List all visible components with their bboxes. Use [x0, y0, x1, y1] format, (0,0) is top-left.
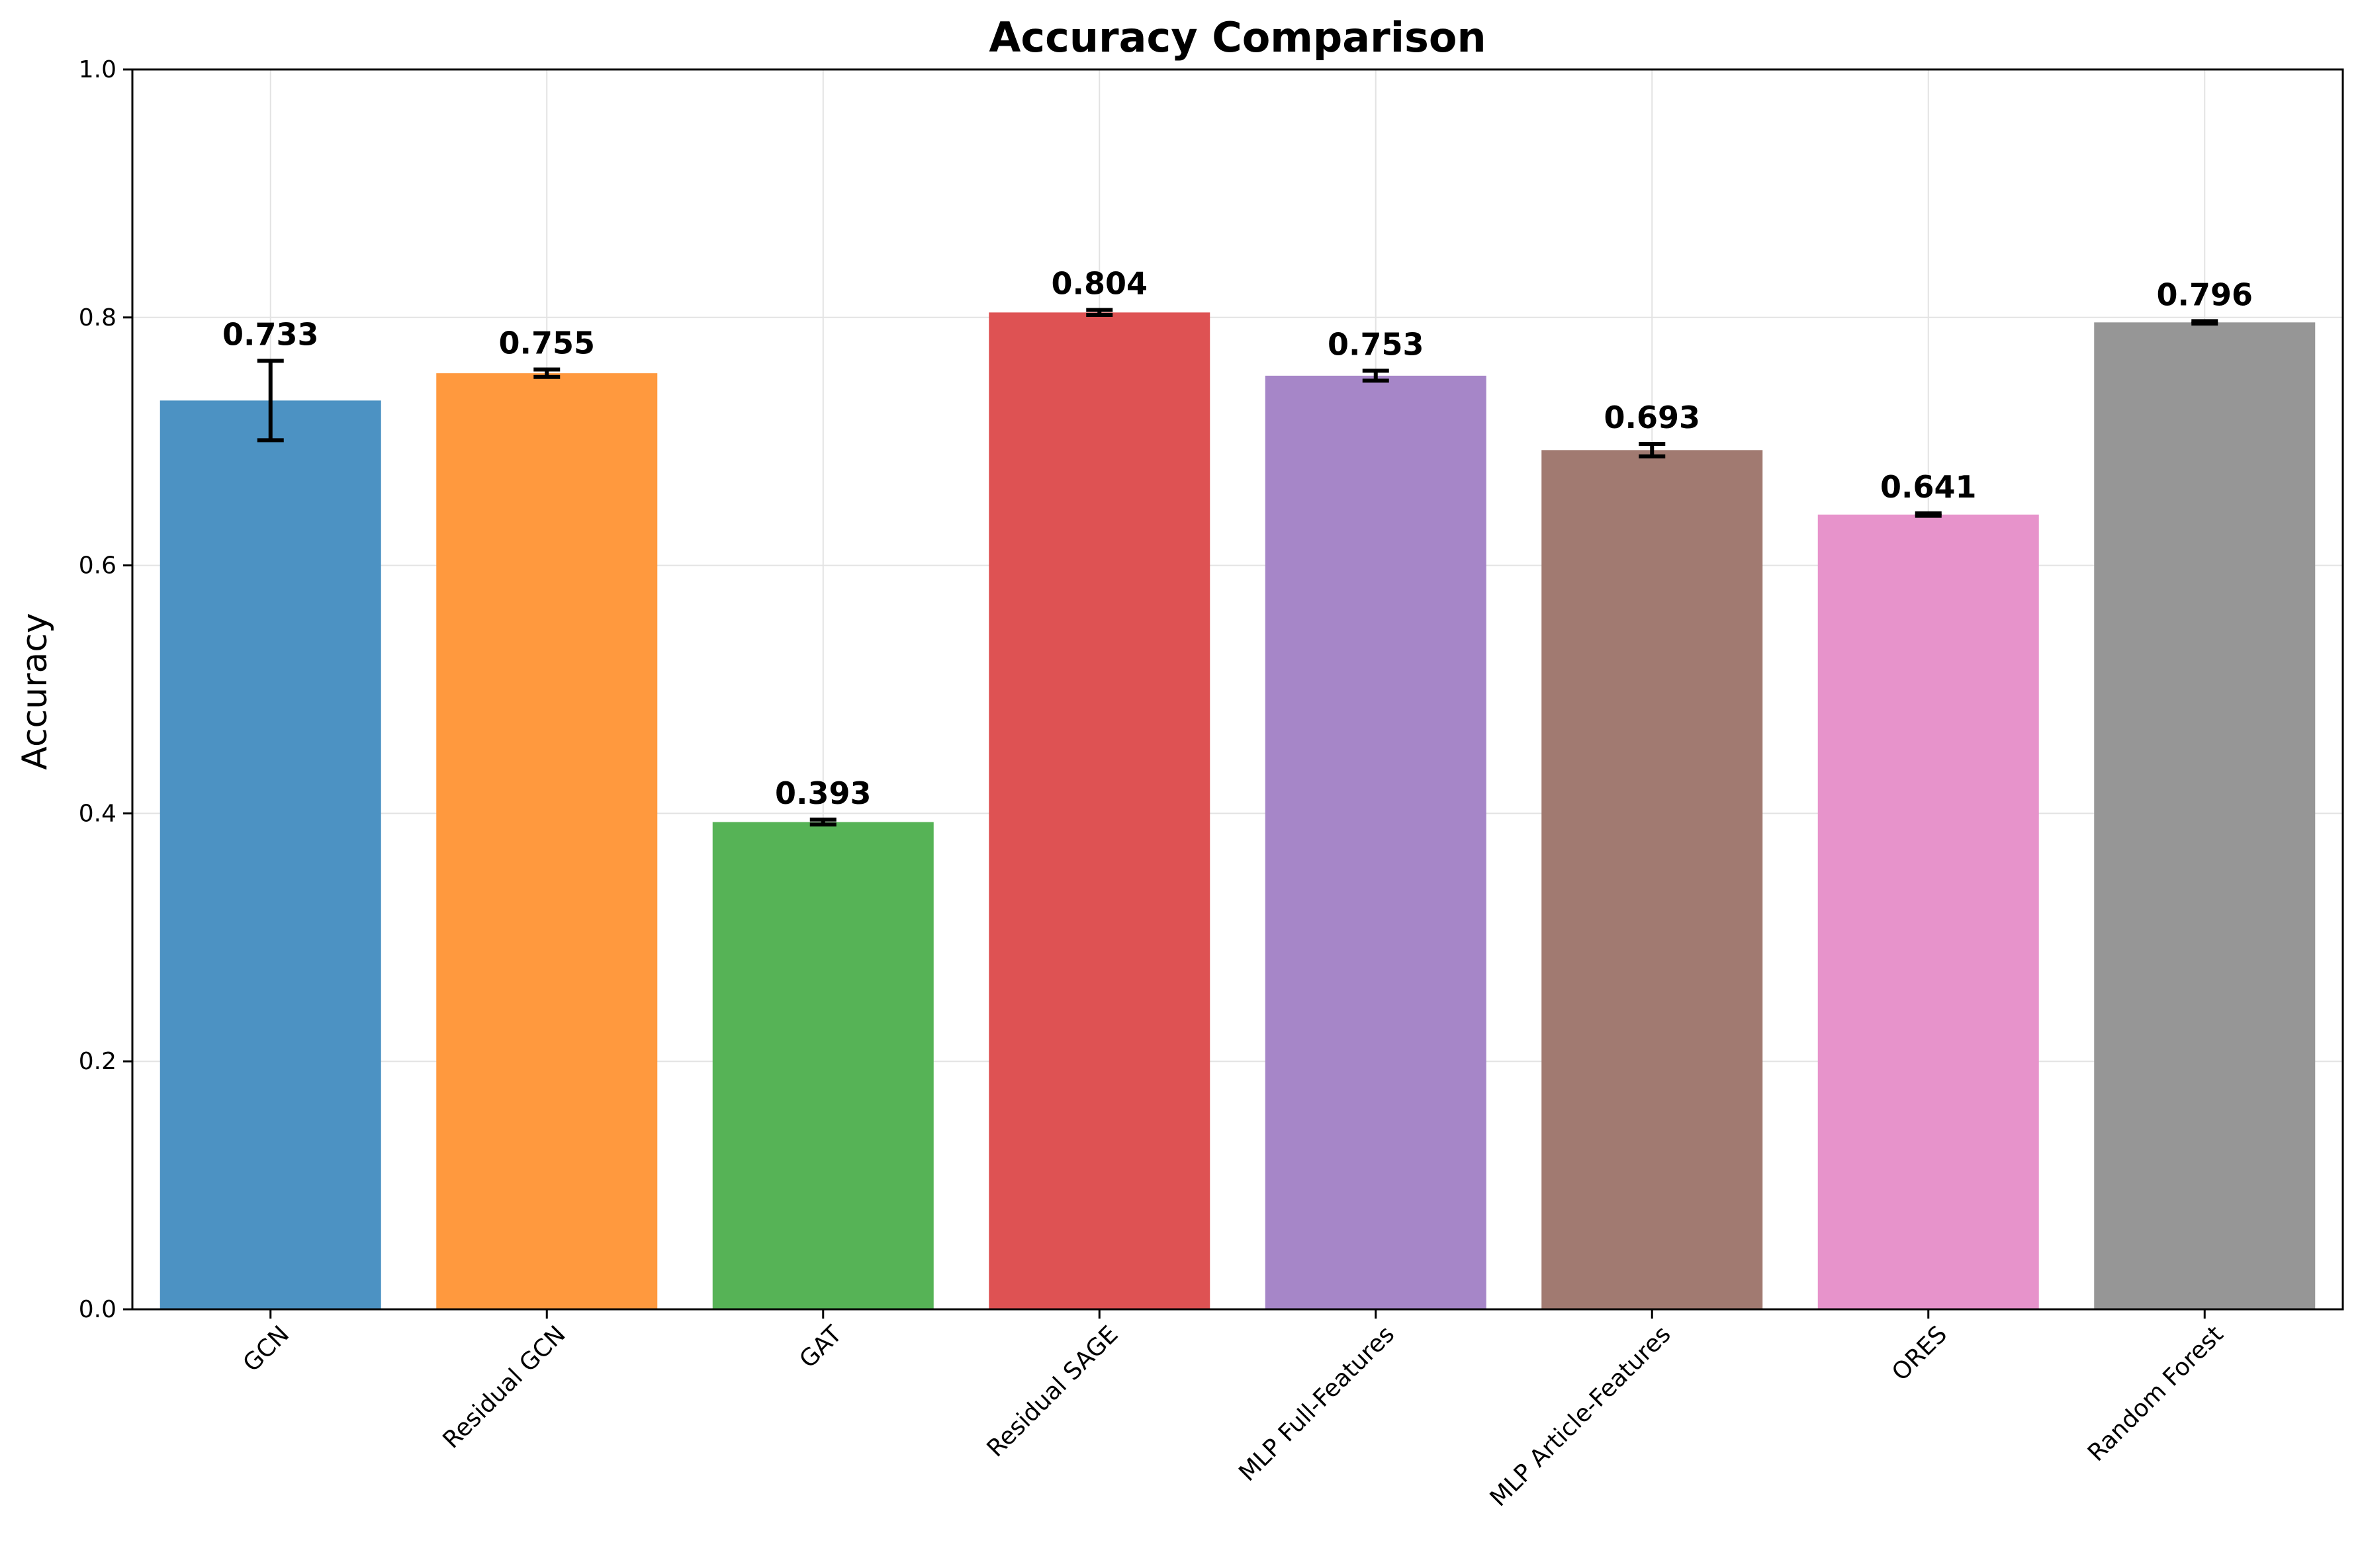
x-tick-label: Residual SAGE — [982, 1321, 1124, 1462]
error-bar — [1086, 308, 1113, 318]
value-label: 0.753 — [1328, 326, 1424, 362]
error-bar — [809, 817, 837, 827]
x-tick-label: Random Forest — [2083, 1321, 2229, 1467]
error-bar — [2191, 319, 2218, 326]
bar-gcn — [159, 400, 381, 1310]
bar-gat — [712, 822, 934, 1309]
y-tick-label: 0.4 — [79, 800, 116, 827]
error-bar — [1362, 369, 1389, 383]
value-labels: 0.733 0.755 0.393 0.804 0.753 0.693 0.641 0.796 — [222, 266, 2253, 811]
y-tick-label: 0.2 — [79, 1048, 116, 1075]
bars — [159, 312, 2316, 1310]
y-tick-label: 0.8 — [79, 304, 116, 331]
error-bar — [533, 367, 561, 379]
x-tick-label: Residual GCN — [437, 1321, 570, 1454]
value-label: 0.693 — [1604, 400, 1700, 435]
bar-ores — [1817, 514, 2039, 1309]
x-tick-label: ORES — [1887, 1321, 1952, 1386]
chart-title: Accuracy Comparison — [989, 13, 1486, 62]
error-bar — [257, 359, 284, 443]
y-tick-label: 1.0 — [79, 56, 116, 83]
bar-mlp-full-features — [1265, 375, 1486, 1310]
value-label: 0.733 — [222, 316, 319, 352]
y-axis-label: Accuracy — [15, 613, 55, 769]
value-label: 0.755 — [498, 326, 595, 361]
bar-random-forest — [2094, 322, 2316, 1309]
value-label: 0.641 — [1880, 469, 1977, 505]
x-tick-label: MLP Article-Features — [1485, 1321, 1676, 1512]
plot-frame — [131, 68, 2344, 1311]
value-label: 0.804 — [1051, 266, 1148, 302]
bar-mlp-article-features — [1541, 450, 1763, 1309]
x-tick-label: GAT — [794, 1321, 847, 1373]
value-label: 0.796 — [2156, 277, 2253, 312]
x-tick-label: MLP Full-Features — [1234, 1321, 1400, 1487]
y-tick-label: 0.6 — [79, 552, 116, 580]
bar-residual-gcn — [436, 373, 658, 1309]
y-tick-label: 0.0 — [79, 1296, 116, 1323]
x-axis-ticks: GCN Residual GCN GAT Residual SAGE MLP Full-… — [238, 1309, 2229, 1512]
x-tick-label: GCN — [238, 1321, 295, 1377]
error-bar — [1639, 441, 1666, 458]
bar-residual-sage — [989, 312, 1210, 1310]
error-bar — [1915, 511, 1942, 518]
value-label: 0.393 — [775, 775, 872, 811]
y-axis-ticks: 0.0 0.2 0.4 0.6 0.8 1.0 — [79, 56, 132, 1323]
error-bars — [257, 308, 2218, 827]
